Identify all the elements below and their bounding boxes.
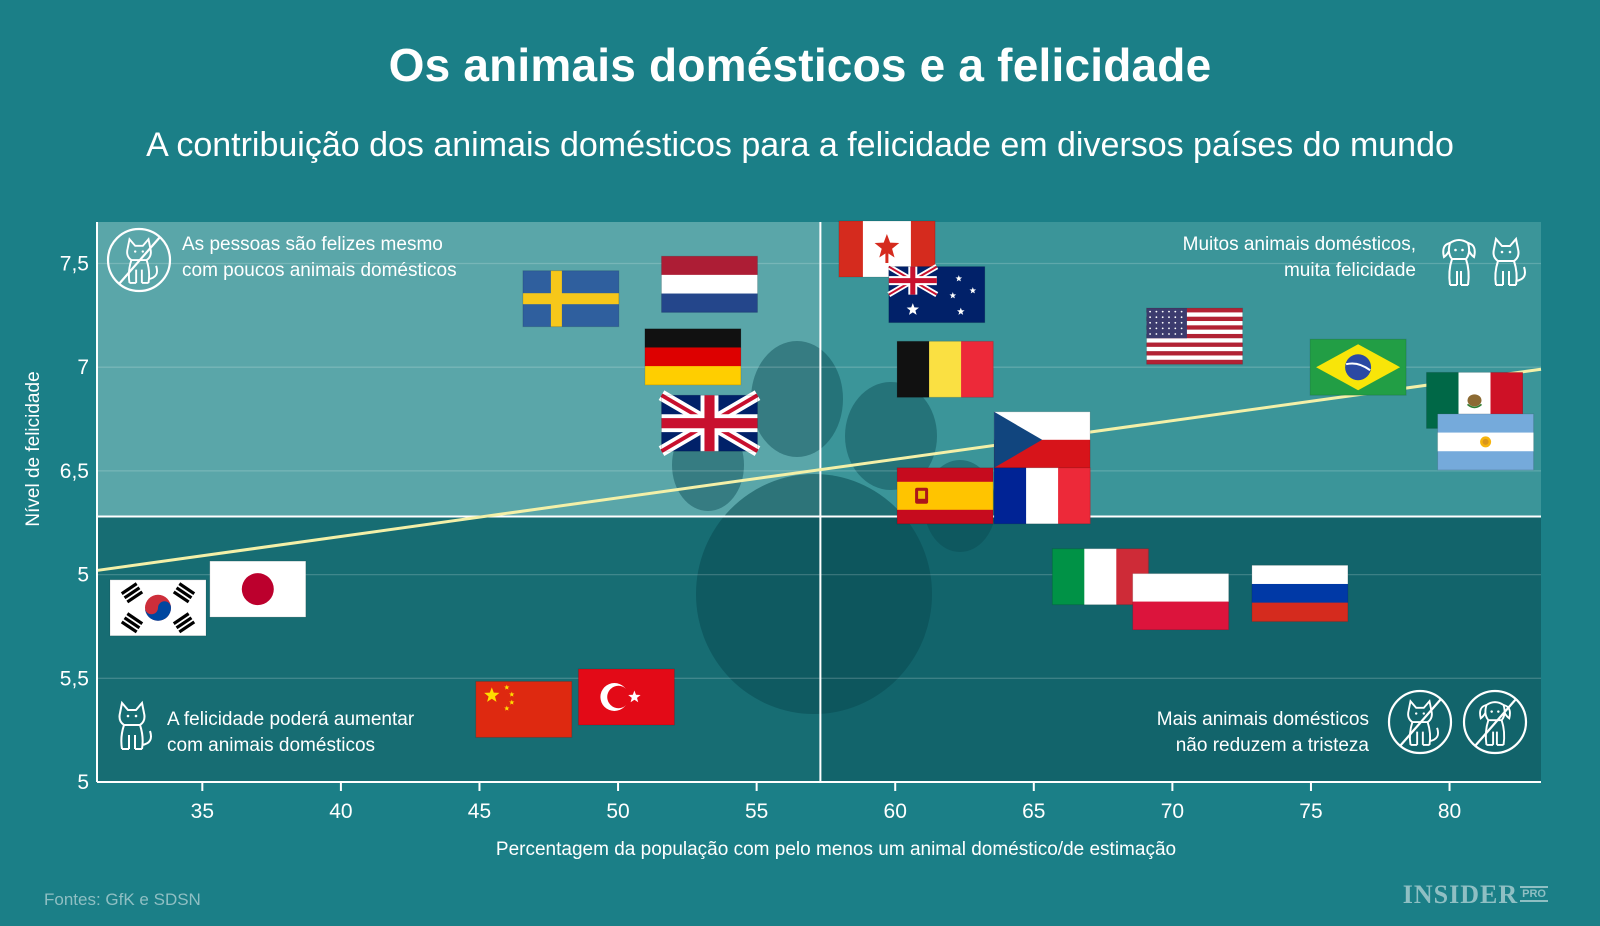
quadrant-bottom-right-line-1: Mais animais domésticos bbox=[1157, 709, 1369, 730]
x-tick-label: 75 bbox=[1299, 800, 1322, 823]
x-tick-label: 45 bbox=[468, 800, 491, 823]
y-tick-label: 6,5 bbox=[60, 460, 89, 483]
axes: 5 5,5 5 6,5 7 7,5 35 40 45 50 55 60 65 70 75 80 bbox=[60, 222, 1541, 823]
quadrant-bottom-left-line-1: A felicidade poderá aumentar bbox=[167, 709, 415, 730]
flag-sweden bbox=[522, 270, 620, 328]
flag-spain bbox=[896, 467, 994, 525]
flag-brazil bbox=[1309, 338, 1407, 396]
x-tick-label: 55 bbox=[745, 800, 768, 823]
flag-uk bbox=[658, 390, 761, 457]
flag-turkey bbox=[577, 668, 675, 726]
flag-czech bbox=[993, 411, 1091, 469]
quadrant-label-top-left: As pessoas são felizes mesmo com poucos … bbox=[106, 227, 457, 293]
quadrant-backgrounds bbox=[97, 222, 1541, 782]
chart-title: Os animais domésticos e a felicidade bbox=[388, 39, 1212, 91]
quadrant-top-right-line-2: muita felicidade bbox=[1284, 260, 1416, 281]
quadrant-label-top-right: Muitos animais domésticos, muita felicid… bbox=[1183, 234, 1526, 286]
flag-netherlands bbox=[661, 255, 758, 313]
chart-subtitle: A contribuição dos animais domésticos pa… bbox=[146, 126, 1454, 164]
trend-line bbox=[96, 367, 1542, 572]
y-tick-label: 7,5 bbox=[60, 252, 89, 275]
source-note: Fontes: GfK e SDSN bbox=[44, 890, 201, 909]
flag-japan bbox=[209, 560, 307, 618]
quadrant-bottom-left bbox=[97, 516, 821, 782]
flag-china bbox=[475, 680, 573, 738]
brand-logo: INSIDER PRO bbox=[1402, 880, 1548, 909]
quadrant-bottom-left-line-2: com animais domésticos bbox=[167, 735, 375, 756]
x-tick-label: 40 bbox=[329, 800, 352, 823]
x-tick-label: 35 bbox=[191, 800, 214, 823]
y-axis-label: Nível de felicidade bbox=[23, 371, 44, 526]
x-tick-label: 60 bbox=[884, 800, 907, 823]
quadrant-top-right-line-1: Muitos animais domésticos, bbox=[1183, 234, 1416, 255]
country-flags bbox=[109, 220, 1535, 738]
flag-poland bbox=[1132, 573, 1230, 631]
flag-usa bbox=[1146, 307, 1244, 365]
flag-germany bbox=[644, 328, 742, 386]
flag-argentina bbox=[1437, 413, 1535, 471]
quadrant-bottom-right bbox=[820, 516, 1541, 782]
flag-france bbox=[993, 467, 1091, 525]
quadrant-label-bottom-right: Mais animais domésticos não reduzem a tr… bbox=[1157, 689, 1528, 756]
y-tick-label: 5 bbox=[77, 771, 89, 794]
flag-belgium bbox=[896, 340, 994, 398]
no-dog-icon bbox=[1462, 689, 1528, 755]
y-tick-label: 5,5 bbox=[60, 667, 89, 690]
trendline bbox=[96, 367, 1542, 572]
x-tick-label: 70 bbox=[1161, 800, 1184, 823]
x-axis-label: Percentagem da população com pelo menos … bbox=[496, 839, 1176, 860]
quadrant-bottom-right-line-2: não reduzem a tristeza bbox=[1176, 735, 1370, 756]
flag-australia bbox=[887, 264, 986, 324]
y-tick-label: 7 bbox=[77, 356, 89, 379]
quadrant-top-left-line-1: As pessoas são felizes mesmo bbox=[182, 234, 443, 255]
x-tick-label: 65 bbox=[1022, 800, 1045, 823]
quadrant-dividers bbox=[97, 222, 1541, 782]
x-tick-label: 80 bbox=[1438, 800, 1461, 823]
x-tick-label: 50 bbox=[606, 800, 629, 823]
no-cat-icon bbox=[106, 227, 172, 293]
flag-russia bbox=[1251, 564, 1349, 622]
flag-south-korea bbox=[109, 579, 207, 637]
y-tick-label: 5 bbox=[77, 564, 89, 587]
quadrant-top-left-line-2: com poucos animais domésticos bbox=[182, 260, 457, 281]
no-cat-icon bbox=[1387, 689, 1453, 755]
quadrant-label-bottom-left: A felicidade poderá aumentar com animais… bbox=[118, 702, 415, 756]
